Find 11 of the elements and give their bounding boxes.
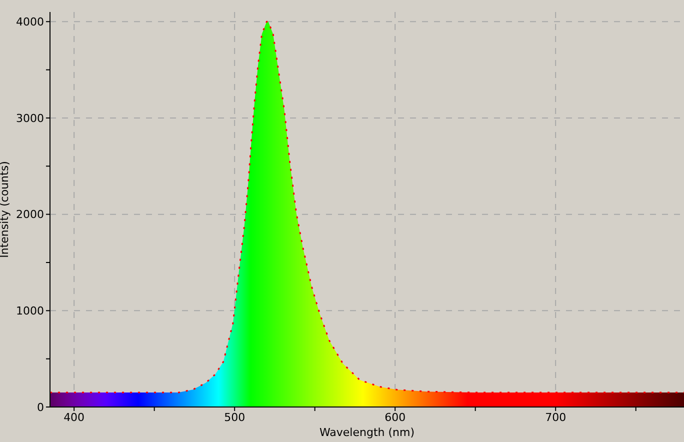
y-tick-label: 4000	[16, 16, 44, 29]
x-tick-label: 600	[384, 410, 406, 424]
y-tick-label: 3000	[16, 112, 44, 125]
y-tick-label: 1000	[16, 304, 44, 318]
y-axis-title: Intensity (counts)	[0, 161, 11, 258]
y-tick-label: 0	[37, 400, 44, 414]
x-tick-label: 400	[64, 410, 85, 424]
x-tick-label: 700	[545, 410, 566, 424]
y-tick-label: 2000	[16, 208, 44, 222]
x-tick-label: 500	[224, 410, 246, 424]
x-axis-title: Wavelength (nm)	[319, 426, 415, 439]
